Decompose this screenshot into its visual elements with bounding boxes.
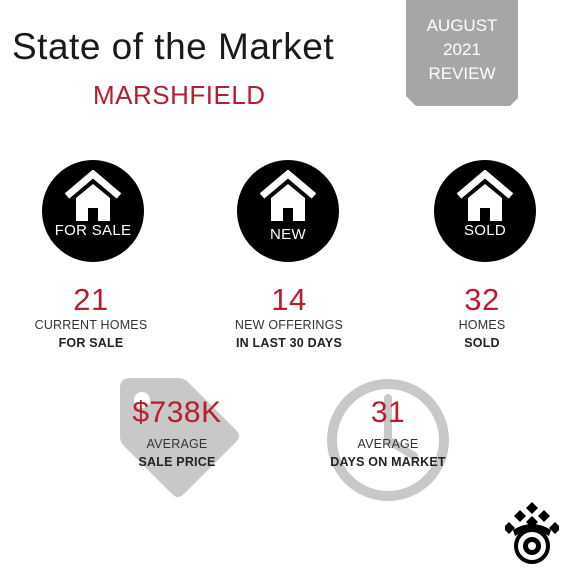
price-caption-1: AVERAGE	[146, 437, 208, 451]
new-label: NEW	[270, 226, 306, 243]
sold-circle: SOLD	[434, 160, 536, 262]
review-badge: AUGUST 2021 REVIEW	[406, 0, 518, 108]
badge-shape	[406, 0, 518, 106]
new-circle: NEW	[237, 160, 339, 262]
average-price: $738K	[132, 396, 222, 429]
new-stat: 14 NEW OFFERINGS IN LAST 30 DAYS	[199, 284, 379, 352]
house-icon	[64, 170, 122, 221]
sold-label: SOLD	[463, 222, 507, 239]
for-sale-circle: FOR SALE	[42, 160, 144, 262]
days-stat: 31 AVERAGE DAYS ON MARKET	[298, 397, 478, 471]
page-title: State of the Market	[12, 26, 335, 67]
new-count: 14	[271, 282, 307, 317]
sold-count: 32	[464, 282, 500, 317]
new-caption-2: IN LAST 30 DAYS	[235, 336, 343, 350]
for-sale-stat: 21 CURRENT HOMES FOR SALE	[1, 284, 181, 352]
for-sale-count: 21	[73, 282, 109, 317]
for-sale-label: FOR SALE	[54, 222, 132, 239]
days-caption-1: AVERAGE	[357, 437, 419, 451]
days-caption-2: DAYS ON MARKET	[330, 455, 446, 469]
brand-logo-icon	[505, 502, 559, 564]
price-stat: $738K AVERAGE SALE PRICE	[87, 397, 267, 471]
sold-stat: 32 HOMES SOLD	[392, 284, 572, 352]
average-days: 31	[370, 396, 406, 429]
sold-caption-2: SOLD	[464, 336, 500, 350]
sold-caption-1: HOMES	[458, 318, 506, 332]
price-tag-icon	[120, 378, 239, 497]
clock-icon	[327, 379, 449, 501]
for-sale-caption-1: CURRENT HOMES	[34, 318, 148, 332]
location-title: MARSHFIELD	[93, 80, 266, 110]
house-icon	[259, 170, 317, 221]
badge-month: AUGUST	[426, 16, 498, 35]
badge-year: 2021	[443, 40, 481, 59]
new-caption-1: NEW OFFERINGS	[234, 318, 344, 332]
badge-review: REVIEW	[428, 64, 496, 83]
price-caption-2: SALE PRICE	[138, 455, 216, 469]
for-sale-caption-2: FOR SALE	[58, 336, 124, 350]
house-icon	[456, 170, 514, 221]
